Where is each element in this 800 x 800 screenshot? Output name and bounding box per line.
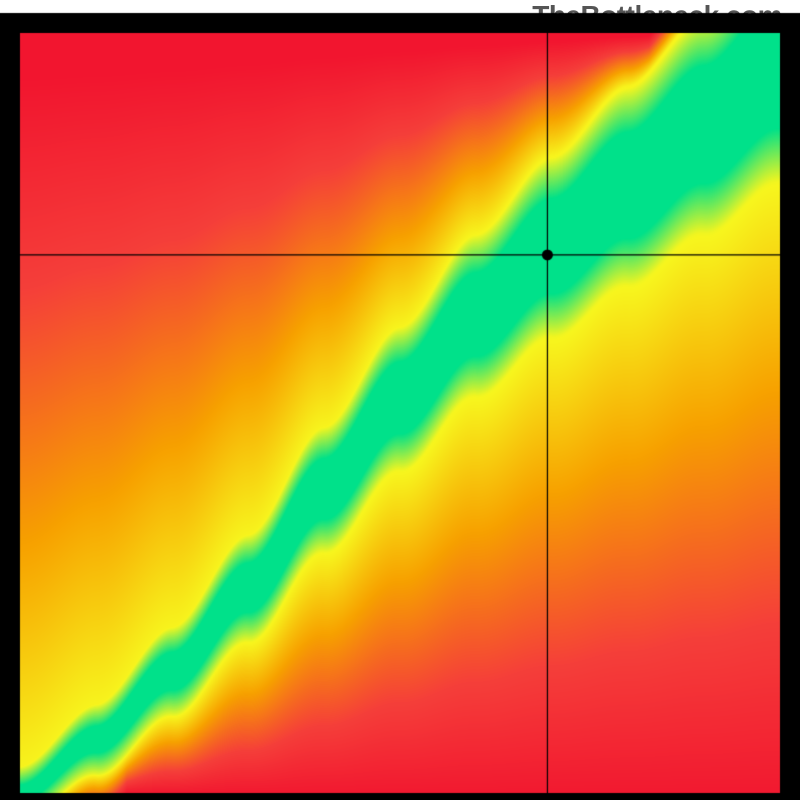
chart-container: TheBottleneck.com <box>0 0 800 800</box>
bottleneck-heatmap <box>0 0 800 800</box>
